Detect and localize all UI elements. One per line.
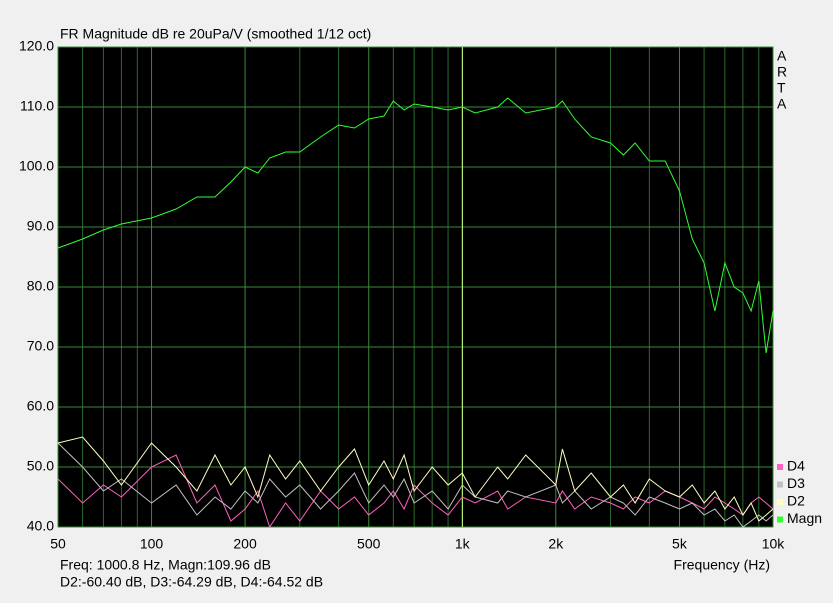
side-label: A — [777, 48, 787, 64]
y-tick-label: 80.0 — [27, 278, 54, 294]
x-tick-label: 50 — [50, 536, 66, 552]
x-tick-label: 10k — [762, 536, 786, 552]
y-tick-label: 110.0 — [20, 98, 54, 114]
x-tick-label: 5k — [672, 536, 688, 552]
legend-label: D3 — [787, 475, 805, 491]
x-tick-label: 500 — [357, 536, 381, 552]
legend-swatch — [777, 481, 783, 488]
series-line — [57, 97, 774, 354]
y-tick-label: 100.0 — [19, 158, 54, 174]
series-line — [57, 436, 774, 522]
legend-swatch — [777, 516, 783, 523]
x-tick-label: 100 — [140, 536, 164, 552]
legend-label: Magn — [787, 510, 822, 526]
chart-title: FR Magnitude dB re 20uPa/V (smoothed 1/1… — [60, 26, 371, 42]
y-tick-label: 120.0 — [19, 38, 54, 54]
y-tick-label: 60.0 — [27, 398, 54, 414]
series-line — [57, 442, 774, 528]
readout: D2:-60.40 dB, D3:-64.29 dB, D4:-64.52 dB — [60, 574, 323, 590]
legend-swatch — [777, 464, 783, 470]
legend-label: D2 — [787, 493, 805, 509]
series-line — [57, 454, 774, 529]
x-tick-label: 1k — [455, 536, 471, 552]
legend-swatch — [777, 499, 783, 505]
y-tick-label: 70.0 — [27, 338, 54, 354]
y-tick-label: 50.0 — [27, 458, 54, 474]
side-label: R — [777, 64, 787, 80]
side-label: A — [777, 96, 787, 112]
readout: Freq: 1000.8 Hz, Magn:109.96 dB — [60, 557, 271, 573]
x-tick-label: 2k — [548, 536, 564, 552]
legend-label: D4 — [787, 458, 805, 474]
x-tick-label: 200 — [233, 536, 257, 552]
x-axis-label: Frequency (Hz) — [674, 557, 770, 573]
y-tick-label: 90.0 — [27, 218, 54, 234]
y-tick-label: 40.0 — [27, 518, 54, 534]
side-label: T — [777, 80, 786, 96]
